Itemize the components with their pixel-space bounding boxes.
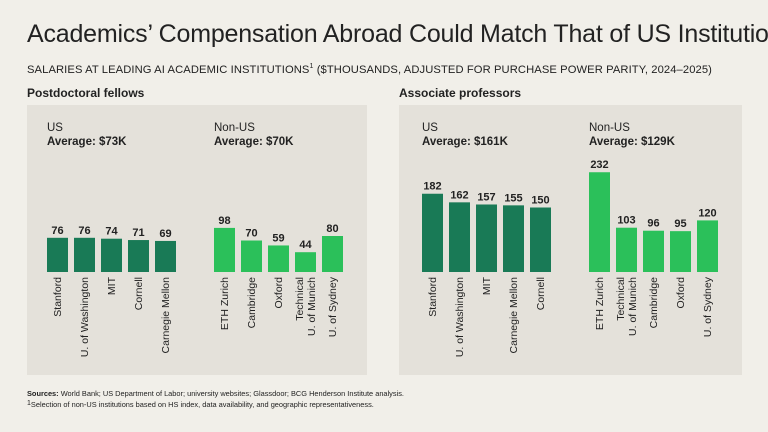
page-title: Academics’ Compensation Abroad Could Mat… bbox=[27, 20, 768, 48]
panel-title-postdocs: Postdoctoral fellows bbox=[27, 86, 145, 100]
bar-u-of-washington bbox=[449, 202, 470, 272]
associate-professors-chart-panel: US Average: $161K 182 Stanford 162 U. of Wash… bbox=[399, 105, 742, 375]
bar-cambridge bbox=[643, 230, 664, 272]
tick-label-carnegie-mellon: Carnegie Mellon bbox=[160, 277, 172, 354]
group-average-non-us: Average: $70K bbox=[214, 136, 294, 148]
tick-label-cambridge: Cambridge bbox=[648, 277, 660, 329]
tick-label-oxford: Oxford bbox=[273, 277, 285, 309]
tick-label-eth-zurich: ETH Zurich bbox=[219, 277, 231, 330]
footnote-text: Selection of non-US institutions based o… bbox=[30, 399, 374, 409]
bar-stanford bbox=[422, 193, 443, 272]
data-label-carnegie-mellon: 69 bbox=[159, 228, 171, 240]
data-label-cornell: 71 bbox=[132, 227, 144, 239]
group-average-us: Average: $161K bbox=[422, 136, 509, 148]
tick-label-stanford: Stanford bbox=[427, 277, 439, 317]
bar-mit bbox=[476, 204, 497, 272]
subtitle-footnote-mark: 1 bbox=[309, 63, 314, 70]
tick-label-u-of-washington: U. of Washington bbox=[454, 277, 466, 357]
associate-professors-chart: US Average: $161K 182 Stanford 162 U. of Wash… bbox=[422, 122, 718, 357]
bar-eth-zurich bbox=[214, 227, 235, 272]
sources-note: Sources: World Bank; US Department of La… bbox=[27, 389, 404, 410]
tick-label-cornell: Cornell bbox=[133, 277, 145, 310]
tick-label-line: Technical bbox=[294, 277, 306, 321]
data-label-stanford: 182 bbox=[423, 181, 441, 193]
tick-label-stanford: Stanford bbox=[52, 277, 64, 317]
data-label-oxford: 59 bbox=[272, 232, 284, 244]
bar-carnegie-mellon bbox=[503, 205, 524, 272]
footnote-line: 1Selection of non-US institutions based … bbox=[27, 400, 404, 411]
bar-mit bbox=[101, 238, 122, 272]
tick-label-line: U. of Munich bbox=[627, 277, 639, 336]
chart-subtitle: SALARIES AT LEADING AI ACADEMIC INSTITUT… bbox=[27, 63, 712, 76]
data-label-stanford: 76 bbox=[51, 225, 63, 237]
bar-carnegie-mellon bbox=[155, 240, 176, 272]
data-label-eth-zurich: 98 bbox=[218, 215, 230, 227]
postdocs-chart: US Average: $73K 76 Stanford 76 U. of Washing… bbox=[47, 122, 343, 357]
data-label-cambridge: 96 bbox=[647, 218, 659, 230]
tick-label-cornell: Cornell bbox=[535, 277, 547, 310]
group-average-us: Average: $73K bbox=[47, 136, 127, 148]
tick-label-u-of-sydney: U. of Sydney bbox=[327, 276, 339, 337]
tick-label-technical-u-of-munich: TechnicalU. of Munich bbox=[294, 277, 318, 336]
bar-eth-zurich bbox=[589, 172, 610, 272]
group-label-non-us: Non-US bbox=[589, 122, 630, 134]
data-label-u-of-sydney: 80 bbox=[326, 223, 338, 235]
tick-label-mit: MIT bbox=[106, 276, 118, 295]
subtitle-main: SALARIES AT LEADING AI ACADEMIC INSTITUT… bbox=[27, 64, 310, 76]
group-label-non-us: Non-US bbox=[214, 122, 255, 134]
bar-technical-u-of-munich bbox=[616, 227, 637, 272]
postdocs-chart-panel: US Average: $73K 76 Stanford 76 U. of Washing… bbox=[27, 105, 367, 375]
group-label-us: US bbox=[47, 122, 63, 134]
data-label-mit: 74 bbox=[105, 226, 118, 238]
tick-label-cambridge: Cambridge bbox=[246, 277, 258, 329]
data-label-oxford: 95 bbox=[674, 218, 686, 230]
sources-label: Sources: bbox=[27, 389, 59, 398]
bar-cornell bbox=[530, 207, 551, 272]
data-label-cornell: 150 bbox=[531, 195, 549, 207]
tick-label-u-of-washington: U. of Washington bbox=[79, 277, 91, 357]
data-label-eth-zurich: 232 bbox=[590, 159, 608, 171]
subtitle-rest: ($THOUSANDS, ADJUSTED FOR PURCHASE POWER… bbox=[313, 64, 712, 76]
footnote-mark: 1 bbox=[27, 399, 31, 407]
tick-label-carnegie-mellon: Carnegie Mellon bbox=[508, 277, 520, 354]
data-label-u-of-sydney: 120 bbox=[698, 207, 716, 219]
tick-label-u-of-sydney: U. of Sydney bbox=[702, 276, 714, 337]
sources-text: World Bank; US Department of Labor; univ… bbox=[58, 389, 404, 398]
tick-label-oxford: Oxford bbox=[675, 277, 687, 309]
tick-label-eth-zurich: ETH Zurich bbox=[594, 277, 606, 330]
data-label-mit: 157 bbox=[477, 191, 495, 203]
data-label-u-of-washington: 162 bbox=[450, 189, 468, 201]
data-label-technical-u-of-munich: 103 bbox=[617, 215, 635, 227]
bar-cornell bbox=[128, 240, 149, 272]
bar-cambridge bbox=[241, 240, 262, 272]
bar-u-of-sydney bbox=[322, 236, 343, 272]
tick-label-mit: MIT bbox=[481, 276, 493, 295]
data-label-carnegie-mellon: 155 bbox=[504, 192, 522, 204]
bar-stanford bbox=[47, 237, 68, 272]
data-label-cambridge: 70 bbox=[245, 228, 257, 240]
tick-label-technical-u-of-munich: TechnicalU. of Munich bbox=[615, 277, 639, 336]
bar-u-of-sydney bbox=[697, 220, 718, 272]
tick-label-line: Technical bbox=[615, 277, 627, 321]
bar-oxford bbox=[268, 245, 289, 272]
data-label-u-of-washington: 76 bbox=[78, 225, 90, 237]
bar-technical-u-of-munich bbox=[295, 252, 316, 272]
group-average-non-us: Average: $129K bbox=[589, 136, 676, 148]
bar-u-of-washington bbox=[74, 237, 95, 272]
panel-title-associate-professors: Associate professors bbox=[399, 86, 522, 100]
bar-oxford bbox=[670, 231, 691, 272]
group-label-us: US bbox=[422, 122, 438, 134]
sources-line: Sources: World Bank; US Department of La… bbox=[27, 389, 404, 400]
tick-label-line: U. of Munich bbox=[306, 277, 318, 336]
data-label-technical-u-of-munich: 44 bbox=[299, 239, 312, 251]
